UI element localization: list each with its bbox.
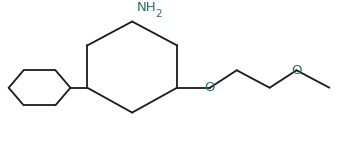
Text: O: O [291, 64, 302, 77]
Text: O: O [205, 81, 215, 94]
Text: 2: 2 [155, 9, 162, 19]
Text: NH: NH [137, 1, 157, 14]
